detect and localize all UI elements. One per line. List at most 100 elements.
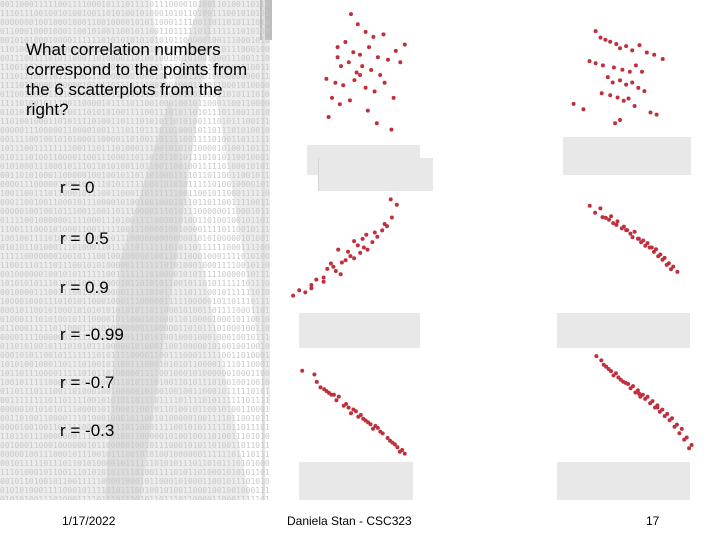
scatter-point <box>353 409 358 414</box>
scatter-point <box>643 243 648 248</box>
scatter-point <box>380 228 385 233</box>
option-r-neg-0-99: r = -0.99 <box>60 325 124 344</box>
scatter-point <box>385 436 390 440</box>
scatter-point <box>351 50 356 55</box>
scatter-point <box>624 82 629 87</box>
answer-mask-5 <box>299 462 413 500</box>
scatter-point <box>321 279 326 284</box>
scatter-point <box>374 121 379 126</box>
scatter-point <box>647 245 652 250</box>
scatter-point <box>324 76 329 81</box>
scatter-point <box>644 50 649 55</box>
scatter-point <box>335 45 340 50</box>
scatter-point <box>599 91 604 96</box>
scatter-point <box>346 249 350 254</box>
scatter-point <box>581 107 586 112</box>
scatter-point <box>598 206 603 211</box>
scatter-point <box>603 215 608 220</box>
scatter-point <box>363 85 368 90</box>
scatter-point <box>382 80 387 85</box>
scatter-point <box>372 89 377 94</box>
scatter-point <box>630 80 635 85</box>
scatter-point <box>334 398 339 403</box>
scatter-point <box>361 416 366 421</box>
scatter-point <box>375 55 380 60</box>
scatter-point <box>635 236 640 241</box>
scatter-point <box>662 414 667 419</box>
scatter-point <box>600 215 605 220</box>
scatter-point <box>664 262 669 267</box>
scatter-point <box>618 78 622 83</box>
scatter-point <box>341 403 346 408</box>
scatter-point <box>352 78 357 83</box>
scatter-point <box>627 69 632 74</box>
scatter-point <box>365 247 370 252</box>
scatter-point <box>358 250 363 255</box>
scatter-point <box>390 440 395 445</box>
scatter-point <box>352 256 357 261</box>
scatter-point <box>630 235 635 240</box>
option-r-neg-0-7: r = -0.7 <box>60 373 115 392</box>
scatter-point <box>318 385 323 390</box>
scatter-point <box>402 42 407 47</box>
scatter-point <box>297 288 302 293</box>
scatter-point <box>348 254 353 259</box>
scatter-point <box>389 127 394 132</box>
scatter-point <box>593 210 598 215</box>
scatter-point <box>375 234 380 239</box>
scatter-point <box>309 283 314 287</box>
question-text: What correlation numbers correspond to t… <box>26 40 248 119</box>
scatter-point <box>625 228 630 233</box>
scatter-point <box>365 108 370 113</box>
scatter-point <box>618 46 622 51</box>
scatter-point <box>386 57 390 62</box>
scatter-point <box>360 64 365 69</box>
scatter-point <box>628 386 633 391</box>
scatter-point <box>654 112 659 117</box>
scatter-point <box>593 29 598 34</box>
footer-author: Daniela Stan - CSC323 <box>287 514 412 528</box>
answer-mask-6 <box>557 462 690 500</box>
scatter-point <box>375 425 380 430</box>
scatter-point <box>599 358 604 363</box>
scatter-point <box>637 391 642 396</box>
scatter-point <box>358 52 362 57</box>
scatter-point <box>336 247 341 252</box>
answer-mask-1b <box>318 158 433 191</box>
scatter-point <box>651 249 656 254</box>
scatter-point <box>394 202 399 207</box>
scatter-point <box>303 290 308 295</box>
scatter-point <box>605 75 610 80</box>
scatter-point <box>363 29 368 34</box>
scatter-point <box>607 217 611 222</box>
scatter-point <box>643 396 648 401</box>
scatter-point <box>398 60 403 65</box>
scatter-point <box>615 95 620 100</box>
scatter-point <box>291 293 296 298</box>
scatter-point <box>603 37 608 42</box>
option-r-0-5: r = 0.5 <box>60 229 109 248</box>
scatter-point <box>613 371 618 376</box>
scatter-point <box>682 437 687 442</box>
scatter-point <box>667 418 672 423</box>
scatter-point <box>618 118 622 122</box>
scatter-point <box>369 68 374 72</box>
scatter-point <box>367 45 371 50</box>
option-r-0-9: r = 0.9 <box>60 278 109 297</box>
scatter-point <box>623 380 628 385</box>
scatter-point <box>632 229 637 234</box>
scatter-point <box>657 409 662 414</box>
scatter-point <box>593 61 598 66</box>
scatter-point <box>609 214 614 219</box>
scatter-point <box>648 401 653 406</box>
scatter-point <box>361 245 366 250</box>
scatter-point <box>624 44 629 49</box>
dark-diagonal-band <box>105 0 215 500</box>
scatter-point <box>355 22 360 27</box>
scatter-point <box>325 266 330 271</box>
scatter-point <box>618 377 623 382</box>
scatter-point <box>633 390 638 395</box>
scatter-point <box>378 429 383 434</box>
scatter-point <box>587 203 592 208</box>
